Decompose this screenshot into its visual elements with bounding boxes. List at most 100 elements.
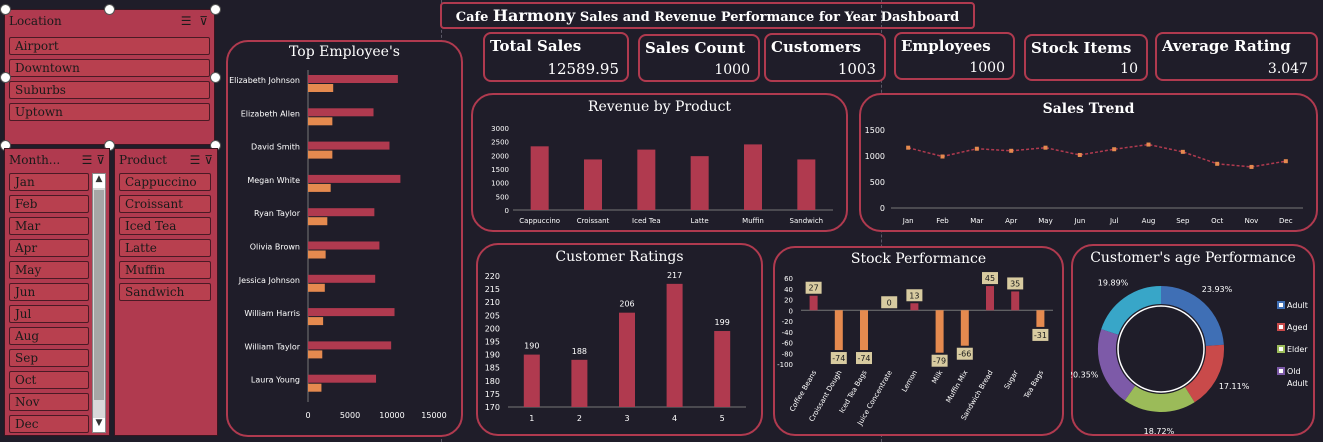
donut-slice: [1124, 385, 1195, 412]
data-point: [1146, 142, 1151, 147]
slicer-item-downtown[interactable]: Downtown: [9, 59, 210, 77]
multi-select-icon[interactable]: ☰: [189, 153, 201, 167]
slicer-item-month-jun[interactable]: Jun: [9, 283, 89, 301]
y-tick-label: 500: [496, 193, 509, 201]
y-tick-label: 40: [784, 286, 793, 294]
clear-filter-icon[interactable]: ⊽: [96, 153, 105, 167]
y-tick-label: 180: [485, 377, 500, 386]
kpi-label: Stock Items: [1031, 39, 1132, 57]
data-label-box: [982, 272, 998, 285]
month-slicer[interactable]: Month... ☰ ⊽ Jan Feb Mar Apr May Jun Jul Aug Sep…: [4, 148, 110, 436]
chart-title: Customer's age Performance: [1090, 250, 1296, 266]
slicer-item-month-jan[interactable]: Jan: [9, 173, 89, 191]
slicer-item-month-mar[interactable]: Mar: [9, 217, 89, 235]
data-point: [1283, 159, 1288, 164]
data-label: 45: [985, 274, 995, 283]
y-tick-label: 0: [880, 204, 885, 213]
slicer-header: Location: [9, 14, 62, 28]
y-tick-label: 190: [485, 351, 500, 360]
legend-swatch: [1277, 367, 1285, 375]
kpi-employees: Employees 1000: [894, 32, 1015, 80]
x-tick-label: Dec: [1279, 217, 1293, 225]
resize-handle[interactable]: [0, 72, 11, 83]
chart-title: Sales Trend: [1042, 101, 1135, 117]
top-employees-chart: Elizabeth Johnson Elizabeth Allen David Sm…: [229, 70, 447, 420]
x-tick-label: Muffin: [742, 217, 764, 225]
slice-label: 17.11%: [1219, 382, 1250, 391]
multi-select-icon[interactable]: ☰: [180, 14, 192, 28]
data-label: 190: [524, 342, 539, 351]
y-tick-label: 0: [789, 307, 793, 315]
slicer-item-product-sandwich[interactable]: Sandwich: [119, 283, 211, 301]
bar: [744, 144, 762, 210]
kpi-value: 1000: [714, 62, 750, 78]
data-label-box: [1007, 277, 1024, 290]
slicer-item-month-jul[interactable]: Jul: [9, 305, 89, 323]
bar: [637, 149, 656, 210]
scrollbar[interactable]: ▲ ▼: [92, 173, 106, 433]
y-tick-label: Jessica Johnson: [238, 276, 300, 285]
x-tick-label: Aug: [1142, 217, 1156, 225]
x-tick-label: Lemon: [900, 369, 919, 393]
resize-handle[interactable]: [210, 4, 221, 15]
location-slicer[interactable]: Location ☰ ⊽ Airport Downtown Suburbs Up…: [4, 9, 215, 145]
clear-filter-icon[interactable]: ⊽: [204, 153, 213, 167]
slicer-item-month-oct[interactable]: Oct: [9, 371, 89, 389]
slicer-item-product-cappuccino[interactable]: Cappuccino: [119, 173, 211, 191]
slicer-item-month-may[interactable]: May: [9, 261, 89, 279]
data-label-box: [956, 347, 973, 360]
slice-label: 23.93%: [1202, 285, 1233, 294]
data-point: [1009, 148, 1014, 153]
scroll-up-icon[interactable]: ▲: [93, 174, 105, 188]
data-point: [1043, 145, 1048, 150]
chart-title: Customer Ratings: [555, 249, 684, 265]
data-label-box: [881, 296, 898, 309]
bar: [690, 156, 709, 210]
slicer-item-suburbs[interactable]: Suburbs: [9, 81, 210, 99]
slicer-toolbar: ☰ ⊽: [181, 14, 208, 28]
data-label: 13: [909, 291, 919, 300]
slicer-item-product-croissant[interactable]: Croissant: [119, 195, 211, 213]
resize-handle[interactable]: [210, 72, 221, 83]
slicer-item-month-aug[interactable]: Aug: [9, 327, 89, 345]
slicer-item-airport[interactable]: Airport: [9, 37, 210, 55]
multi-select-icon[interactable]: ☰: [81, 153, 93, 167]
series-line: [907, 143, 1286, 168]
slicer-item-month-apr[interactable]: Apr: [9, 239, 89, 257]
bar-series-2: [308, 250, 326, 259]
bar-series-1: [308, 308, 395, 317]
x-tick-label: 15000: [421, 411, 446, 420]
slicer-item-month-sep[interactable]: Sep: [9, 349, 89, 367]
x-tick-label: Oct: [1211, 217, 1223, 225]
x-tick-label: Latte: [691, 217, 709, 225]
dashboard-title: Cafe Harmony Sales and Revenue Performan…: [440, 2, 975, 29]
scrollbar-thumb[interactable]: [94, 190, 104, 400]
scroll-down-icon[interactable]: ▼: [93, 418, 105, 432]
slicer-item-month-dec[interactable]: Dec: [9, 415, 89, 433]
kpi-label: Sales Count: [645, 39, 746, 57]
legend-swatch: [1277, 345, 1285, 353]
x-tick-label: 1: [529, 414, 534, 423]
slicer-toolbar: ☰ ⊽: [82, 153, 105, 167]
bar-series-2: [308, 84, 334, 92]
slicer-item-product-iced-tea[interactable]: Iced Tea: [119, 217, 211, 235]
y-tick-label: 1500: [865, 126, 885, 135]
y-tick-label: Elizabeth Allen: [241, 109, 300, 118]
resize-handle[interactable]: [104, 4, 115, 15]
y-tick-label: -80: [782, 350, 793, 358]
x-tick-label: Iced Tea: [632, 217, 661, 225]
clear-filter-icon[interactable]: ⊽: [199, 14, 208, 28]
x-tick-label: Cappuccino: [519, 217, 560, 225]
slicer-item-month-feb[interactable]: Feb: [9, 195, 89, 213]
slicer-item-product-latte[interactable]: Latte: [119, 239, 211, 257]
slicer-item-month-nov[interactable]: Nov: [9, 393, 89, 411]
slicer-item-uptown[interactable]: Uptown: [9, 103, 210, 121]
y-tick-label: -20: [782, 318, 793, 326]
slicer-item-product-muffin[interactable]: Muffin: [119, 261, 211, 279]
bar-series-1: [308, 174, 401, 183]
resize-handle[interactable]: [0, 4, 11, 15]
y-tick-label: Laura Young: [251, 376, 300, 385]
y-tick-label: 1000: [491, 180, 509, 188]
product-slicer[interactable]: Product ☰ ⊽ Cappuccino Croissant Iced Tea L…: [114, 148, 218, 436]
